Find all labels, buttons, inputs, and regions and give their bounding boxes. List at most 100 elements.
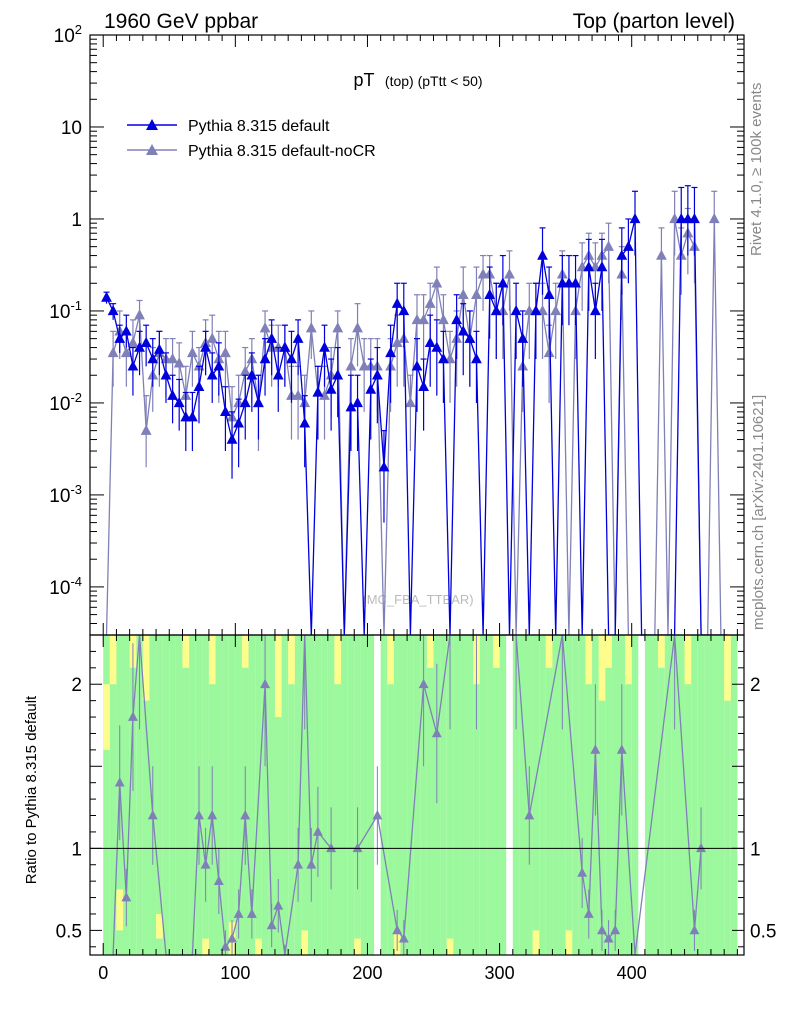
data-point-1 xyxy=(127,336,139,348)
data-point-0 xyxy=(689,212,700,224)
ratio-band-green xyxy=(354,635,361,955)
y-tick-label: 10-2 xyxy=(49,390,82,415)
ratio-band-green xyxy=(473,635,480,955)
ratio-point xyxy=(431,727,442,738)
data-point-0 xyxy=(272,369,284,380)
ratio-band-yellow xyxy=(116,889,124,931)
ratio-band-green xyxy=(136,635,143,955)
series-line-0 xyxy=(105,218,728,636)
ratio-point xyxy=(147,810,158,820)
ratio-band-green xyxy=(499,635,507,955)
data-point-1 xyxy=(120,346,132,358)
data-point-1 xyxy=(424,297,436,308)
data-point-0 xyxy=(319,341,330,352)
data-point-1 xyxy=(603,240,614,251)
data-point-0 xyxy=(226,433,238,444)
data-point-1 xyxy=(471,288,482,299)
ratio-point xyxy=(220,941,231,951)
ratio-tick-label-right: 0.5 xyxy=(750,921,776,942)
ratio-point xyxy=(293,859,304,869)
ratio-band-green xyxy=(175,635,183,955)
ratio-point xyxy=(127,711,138,721)
ratio-point xyxy=(418,678,429,689)
data-point-0 xyxy=(140,336,152,348)
ratio-band-green xyxy=(413,635,421,955)
ratio-point xyxy=(260,678,271,689)
data-point-0 xyxy=(616,249,628,260)
data-point-1 xyxy=(186,346,198,358)
x-tick-label: 400 xyxy=(617,963,647,983)
data-point-1 xyxy=(550,304,562,316)
ratio-band-green xyxy=(274,635,282,955)
data-point-0 xyxy=(206,369,218,380)
data-point-0 xyxy=(497,277,509,288)
data-point-0 xyxy=(490,304,502,316)
ratio-band-green xyxy=(625,635,632,955)
ratio-point xyxy=(696,842,707,853)
ratio-band-yellow xyxy=(545,635,553,668)
y-tick-label: 10-3 xyxy=(49,482,82,507)
ratio-point xyxy=(610,924,621,935)
ratio-band-green xyxy=(380,635,388,955)
ratio-band-yellow xyxy=(387,635,394,685)
ratio-point xyxy=(312,826,323,836)
ratio-band-green xyxy=(459,635,467,955)
ratio-band-green xyxy=(545,635,553,955)
ratio-point xyxy=(524,810,535,820)
ratio-frame xyxy=(89,634,745,956)
ratio-point xyxy=(597,924,607,935)
legend-marker-default xyxy=(146,119,158,130)
data-point-0 xyxy=(596,261,608,272)
ratio-band-yellow xyxy=(724,635,731,701)
ratio-tick-label-left: 2 xyxy=(71,675,82,696)
ratio-band-green xyxy=(341,635,348,955)
data-point-0 xyxy=(153,343,165,354)
data-point-0 xyxy=(101,291,112,302)
data-point-0 xyxy=(589,304,601,316)
data-point-1 xyxy=(404,396,416,408)
ratio-band-yellow xyxy=(202,938,209,955)
ratio-point xyxy=(306,859,317,869)
data-point-1 xyxy=(319,389,330,400)
ratio-band-yellow xyxy=(426,635,434,668)
rivet-label: Rivet 4.1.0, ≥ 100k events xyxy=(748,83,765,256)
ratio-band-green xyxy=(288,635,295,955)
ratio-band-green xyxy=(393,635,401,955)
ratio-point xyxy=(326,842,337,853)
data-point-0 xyxy=(457,325,469,336)
legend: Pythia 8.315 default Pythia 8.315 defaul… xyxy=(127,118,376,160)
ratio-tick-label-left: 1 xyxy=(71,839,82,860)
ratio-point xyxy=(603,933,614,943)
data-point-0 xyxy=(200,341,212,352)
data-point-1 xyxy=(107,346,119,358)
ratio-band-green xyxy=(327,635,335,955)
data-point-1 xyxy=(134,309,145,320)
data-point-0 xyxy=(418,380,430,391)
ratio-band-yellow xyxy=(625,635,632,685)
main-data-layer xyxy=(101,185,728,636)
data-point-0 xyxy=(537,249,548,260)
ratio-band-green xyxy=(466,635,474,955)
ratio-band-yellow xyxy=(103,684,110,750)
ratio-band-yellow xyxy=(446,938,454,955)
y-tick-label: 10-4 xyxy=(49,574,82,599)
data-point-1 xyxy=(352,322,363,333)
ratio-band-green xyxy=(235,635,242,955)
ratio-band-green xyxy=(697,635,705,955)
plot-title-main: pT xyxy=(353,70,374,90)
data-point-0 xyxy=(471,353,482,364)
data-point-0 xyxy=(629,212,641,224)
ratio-point xyxy=(114,777,125,787)
header-right: Top (parton level) xyxy=(573,10,735,33)
ratio-band-green xyxy=(162,635,170,955)
legend-label-default: Pythia 8.315 default xyxy=(188,118,330,135)
ratio-band-green xyxy=(222,635,229,955)
data-point-0 xyxy=(114,332,126,343)
x-tick-label: 200 xyxy=(352,963,382,983)
ratio-band-green xyxy=(479,635,487,955)
data-point-1 xyxy=(708,212,720,224)
ratio-band-green xyxy=(486,635,493,955)
data-point-0 xyxy=(134,341,145,352)
ratio-band-yellow xyxy=(684,635,692,685)
